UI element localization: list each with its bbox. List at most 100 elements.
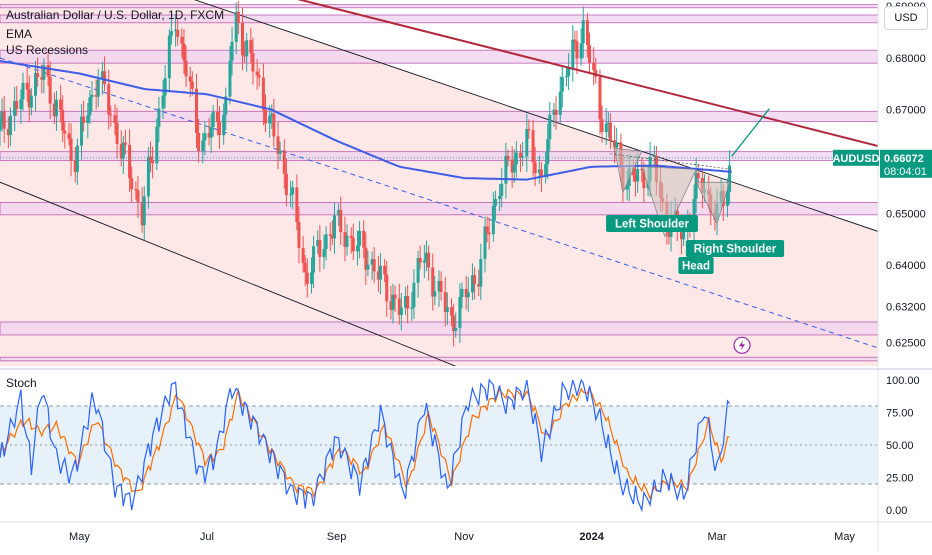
candle-body <box>389 301 393 310</box>
channel-fill <box>0 0 878 366</box>
candle-body <box>571 39 575 68</box>
stoch-d-line <box>0 385 730 501</box>
candle-body <box>113 115 117 123</box>
candle-body <box>477 283 481 287</box>
candle-body <box>94 94 98 97</box>
candle-body <box>15 101 19 109</box>
candle-body <box>450 307 454 316</box>
candle-body <box>343 232 347 247</box>
candle-body <box>121 142 125 159</box>
candle-body <box>188 76 192 82</box>
candle-body <box>257 75 261 78</box>
candle-body <box>88 97 92 116</box>
stoch-title[interactable]: Stoch <box>6 376 37 390</box>
stoch-tick-label: 0.00 <box>886 505 907 517</box>
candle-body <box>249 40 253 54</box>
candle-body <box>391 294 395 310</box>
price-tick-label: 0.65000 <box>886 208 926 220</box>
price-symbol: AUDUSD <box>832 153 879 165</box>
candle-body <box>427 252 431 268</box>
candle-body <box>48 76 52 104</box>
candle-body <box>136 190 140 203</box>
price-countdown: 08:04:01 <box>884 166 927 178</box>
candle-body <box>303 262 307 273</box>
price-scale-bg <box>878 0 932 550</box>
candle-body <box>90 94 94 98</box>
recessions-legend[interactable]: US Recessions <box>6 43 89 57</box>
candle-body <box>460 288 464 297</box>
candle-body <box>224 96 228 115</box>
left-shoulder-label-bg <box>606 215 698 232</box>
candle-body <box>588 45 592 63</box>
candle-body <box>36 72 40 78</box>
candle-body <box>13 101 17 116</box>
resistance-trendline <box>297 0 878 147</box>
candle-body <box>211 112 215 127</box>
candle-body <box>155 126 159 164</box>
candle-body <box>123 142 127 145</box>
candle-body <box>452 315 456 332</box>
ema-legend[interactable]: EMA <box>6 27 33 41</box>
candle-body <box>295 187 299 223</box>
candle-body <box>594 70 598 77</box>
currency-button[interactable]: USD <box>884 6 928 30</box>
candle-body <box>100 71 104 80</box>
candle-body <box>328 234 332 236</box>
candle-body <box>345 235 349 247</box>
candle-body <box>63 130 67 134</box>
candle-body <box>222 114 226 136</box>
candle-body <box>692 198 696 228</box>
candle-body <box>54 99 58 117</box>
candle-body <box>487 232 491 235</box>
candle-body <box>397 298 401 315</box>
candle-body <box>109 114 113 116</box>
candle-body <box>364 247 368 270</box>
candle-body <box>146 156 150 197</box>
candle-body <box>694 173 698 199</box>
candle-body <box>613 140 617 148</box>
time-tick-label: Mar <box>708 531 727 543</box>
candle-body <box>514 152 518 165</box>
right-shoulder-shape <box>695 181 731 225</box>
candle-body <box>565 76 569 78</box>
candle-body <box>289 194 293 196</box>
candle-body <box>337 210 341 216</box>
candle-body <box>240 22 244 56</box>
candle-body <box>228 60 232 97</box>
candle-body <box>197 133 201 152</box>
candle-body <box>201 140 205 152</box>
candle-body <box>234 11 238 42</box>
candle-body <box>412 282 416 308</box>
candle-body <box>454 328 458 332</box>
candle-body <box>652 155 656 157</box>
candle-body <box>245 40 249 57</box>
candle-body <box>75 145 79 172</box>
candle-body <box>149 156 153 161</box>
candle-body <box>284 173 288 195</box>
candle-body <box>581 20 585 44</box>
candle-body <box>182 43 186 61</box>
time-tick-label: 2024 <box>579 531 604 543</box>
candle-body <box>270 113 274 116</box>
time-tick-label: Sep <box>327 531 347 543</box>
candle-body <box>604 123 608 133</box>
candle-body <box>682 229 686 240</box>
candle-body <box>418 258 422 263</box>
candle-body <box>485 226 489 233</box>
candle-body <box>174 29 178 32</box>
candle-body <box>86 115 90 123</box>
candle-body <box>130 178 134 190</box>
candle-body <box>548 114 552 140</box>
candle-body <box>27 89 31 108</box>
horizontal-zone <box>0 202 878 216</box>
candle-body <box>376 271 380 280</box>
candle-body <box>366 264 370 270</box>
candle-body <box>161 95 165 109</box>
candle-body <box>600 119 604 133</box>
candle-body <box>61 109 65 131</box>
candle-body <box>82 116 86 123</box>
candle-body <box>546 139 550 165</box>
candle-body <box>103 71 107 85</box>
channel-lower-line <box>0 181 457 366</box>
